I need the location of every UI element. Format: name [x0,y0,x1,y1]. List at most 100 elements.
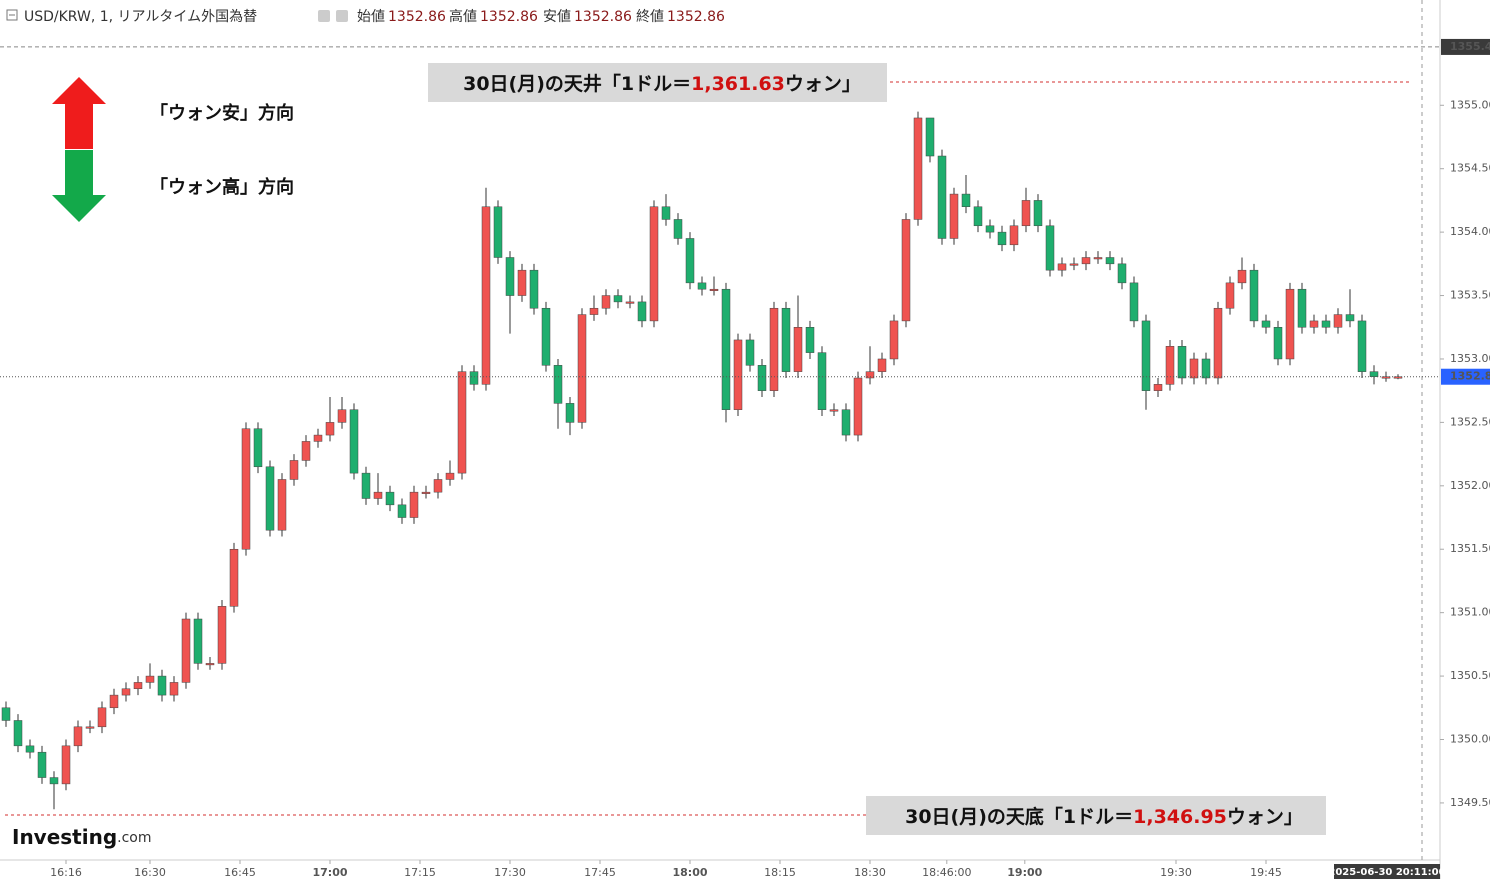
x-tick-label: 18:46:00 [922,866,971,879]
candle-body [529,269,539,309]
candle-body [949,193,959,239]
candle-body [913,117,923,220]
candle-body [1,707,11,721]
candle-body [757,365,767,391]
x-tick-label: 18:00 [672,866,707,879]
candle-body [1297,288,1307,328]
candle-body [649,206,659,322]
candle-body [49,777,59,785]
candle-body [577,314,587,423]
annotation-text: 30日(月)の天井「1ドル＝ [463,72,691,95]
x-tick-label: 19:45 [1250,866,1282,879]
candle-body [1261,320,1271,328]
candle-body [1177,346,1187,379]
candle-body [1309,320,1319,328]
candle-body [661,206,671,220]
candle-body [469,371,479,385]
candle-body [637,301,647,322]
annotation-value: 1,346.95 [1133,806,1227,828]
candle-body [373,491,383,499]
candle-body [901,219,911,322]
collapse-icon[interactable] [6,9,18,21]
candle-body [1249,269,1259,322]
annotation: 30日(月)の天底「1ドル＝1,346.95ウォン」 [905,805,1303,828]
annotation-box [866,796,1326,835]
candle-body [289,460,299,480]
candle-body [613,295,623,303]
candle-body [433,479,443,493]
candle-body [97,707,107,728]
candle-body [361,472,371,499]
x-tick-label: 17:00 [312,866,347,879]
ohlc-value: 1352.86 [667,9,725,25]
candle-body [541,307,551,366]
candle-body [1333,314,1343,328]
candle-body [1093,257,1103,260]
candle-body [205,663,215,666]
ohlc-label: 終値 [636,9,664,25]
candle-body [769,307,779,391]
x-tick-label: 19:00 [1007,866,1042,879]
candle-body [805,327,815,353]
ohlc-value: 1352.86 [480,9,538,25]
candle-body [673,219,683,239]
x-tick-label: 16:45 [224,866,256,879]
candle-body [685,238,695,284]
candle-body [829,409,839,412]
candle-body [1225,282,1235,309]
candle-body [13,720,23,747]
candle-body [1081,257,1091,265]
candle-body [85,726,95,729]
y-tick-label: 1355.00 [1450,98,1490,111]
candle-body [1285,288,1295,360]
candle-body [961,193,971,208]
candle-body [1069,263,1079,266]
high-price-label: 1355.46 [1450,40,1490,53]
candle-body [157,675,167,696]
candle-body [193,618,203,664]
logo-suffix: .com [117,830,151,846]
annotation-text: 30日(月)の天底「1ドル＝ [905,805,1133,828]
candle-body [1129,282,1139,322]
candle-body [1021,200,1031,227]
candle-body [937,155,947,239]
candle-body [1009,225,1019,246]
y-tick-label: 1349.50 [1450,796,1490,809]
candle-body [781,307,791,372]
candle-body [793,327,803,372]
candle-body [1237,269,1247,284]
y-tick-label: 1350.50 [1450,669,1490,682]
settings-icon[interactable] [336,10,348,22]
candle-body [1153,384,1163,391]
x-tick-label: 18:30 [854,866,886,879]
ohlc-value: 1352.86 [388,9,446,25]
x-tick-label: 17:30 [494,866,526,879]
candle-body [1117,263,1127,284]
settings-icon[interactable] [318,10,330,22]
y-tick-label: 1351.50 [1450,542,1490,555]
candle-body [61,745,71,785]
candle-body [589,307,599,315]
y-tick-label: 1352.00 [1450,479,1490,492]
candle-body [217,606,227,664]
candle-body [229,548,239,607]
ohlc-label: 高値 [449,8,477,25]
annotation-text: ウォン」 [785,73,861,95]
candle-body [445,472,455,480]
y-tick-label: 1354.00 [1450,225,1490,238]
y-tick-label: 1351.00 [1450,606,1490,619]
candle-body [169,682,179,696]
candle-body [817,352,827,410]
candle-body [745,339,755,366]
candle-body [241,428,251,550]
candle-body [721,288,731,410]
candle-body [505,257,515,296]
candle-body [517,269,527,296]
candle-body [1369,371,1379,377]
candle-body [145,675,155,683]
candle-body [1273,327,1283,360]
candle-body [109,694,119,709]
candle-body [325,422,335,436]
annotation-value: 1,361.63 [691,73,785,95]
